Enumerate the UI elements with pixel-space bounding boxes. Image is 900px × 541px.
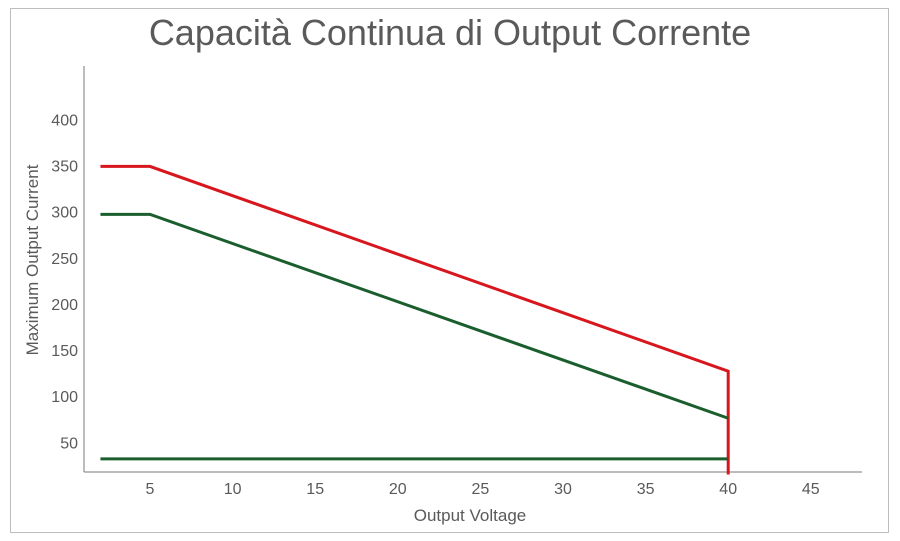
x-tick-label: 40 [719, 481, 737, 498]
y-tick-label: 50 [60, 435, 78, 452]
x-tick-label: 45 [802, 481, 820, 498]
x-tick-label: 35 [637, 481, 655, 498]
y-tick-label: 350 [51, 159, 78, 176]
y-tick-label: 250 [51, 251, 78, 268]
x-tick-label: 25 [472, 481, 490, 498]
series-line-1 [100, 164, 730, 475]
x-tick-label: 10 [224, 481, 242, 498]
y-tick-label: 150 [51, 343, 78, 360]
x-tick-label: 30 [554, 481, 572, 498]
x-tick-label: 20 [389, 481, 407, 498]
y-axis-label: Maximum Output Current [23, 164, 42, 355]
y-tick-label: 100 [51, 389, 78, 406]
chart-frame [10, 8, 889, 533]
y-tick-label: 400 [51, 112, 78, 129]
y-tick-label: 200 [51, 297, 78, 314]
chart-title: Capacità Continua di Output Corrente [148, 12, 752, 53]
y-tick-label: 300 [51, 205, 78, 222]
x-tick-label: 15 [306, 481, 324, 498]
x-tick-label: 5 [146, 481, 155, 498]
x-axis-label: Output Voltage [414, 506, 526, 525]
series-line-2 [100, 212, 729, 420]
